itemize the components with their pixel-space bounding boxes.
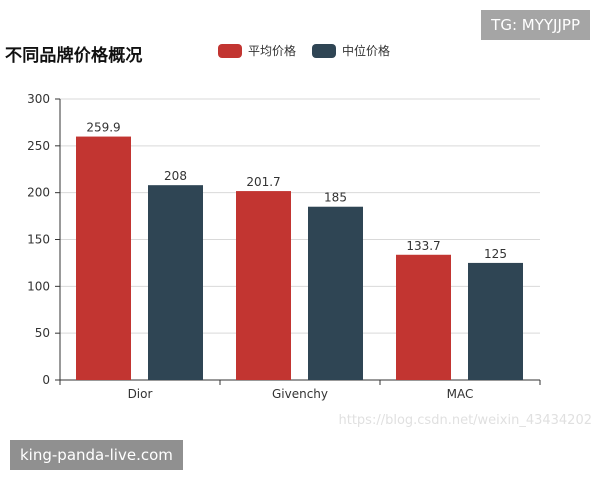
legend-label-series-2: 中位价格: [342, 44, 391, 58]
y-tick-label: 100: [27, 279, 50, 293]
legend-item-series-1[interactable]: 平均价格: [218, 42, 296, 59]
bar-value-label-1-3: 133.7: [406, 239, 440, 253]
legend-swatch-series-2: [312, 43, 337, 58]
y-tick-label: 150: [27, 233, 50, 247]
y-tick-label: 50: [35, 326, 50, 340]
legend-item-series-2[interactable]: 中位价格: [312, 42, 390, 59]
watermark-faint: https://blog.csdn.net/weixin_43434202: [338, 413, 592, 428]
bar-2-2: [308, 206, 363, 380]
bar-value-label-1-2: 201.7: [246, 175, 280, 189]
x-tick-label-2: Givenchy: [272, 387, 328, 401]
watermark-top-right: TG: MYYJJPP: [481, 10, 590, 40]
y-tick-label: 0: [42, 373, 50, 387]
bar-2-3: [468, 262, 523, 380]
x-tick-label-3: MAC: [447, 387, 474, 401]
bar-value-label-2-2: 185: [324, 191, 347, 205]
watermark-bottom-left: king-panda-live.com: [10, 440, 183, 470]
y-tick-label: 300: [27, 92, 50, 106]
y-tick-label: 200: [27, 186, 50, 200]
bar-value-label-1-1: 259.9: [86, 121, 120, 135]
legend-swatch-series-1: [218, 43, 242, 58]
bar-1-3: [396, 254, 451, 380]
chart-legend[interactable]: 平均价格 中位价格: [218, 42, 390, 59]
x-tick-label-1: Dior: [128, 387, 153, 401]
legend-label-series-1: 平均价格: [248, 44, 297, 58]
bar-1-2: [236, 191, 291, 380]
bar-2-1: [148, 185, 203, 380]
bar-value-label-2-1: 208: [164, 169, 187, 183]
bar-value-label-2-3: 125: [484, 247, 507, 261]
bar-1-1: [76, 136, 131, 380]
chart-title: 不同品牌价格概况: [5, 46, 143, 66]
y-tick-label: 250: [27, 139, 50, 153]
